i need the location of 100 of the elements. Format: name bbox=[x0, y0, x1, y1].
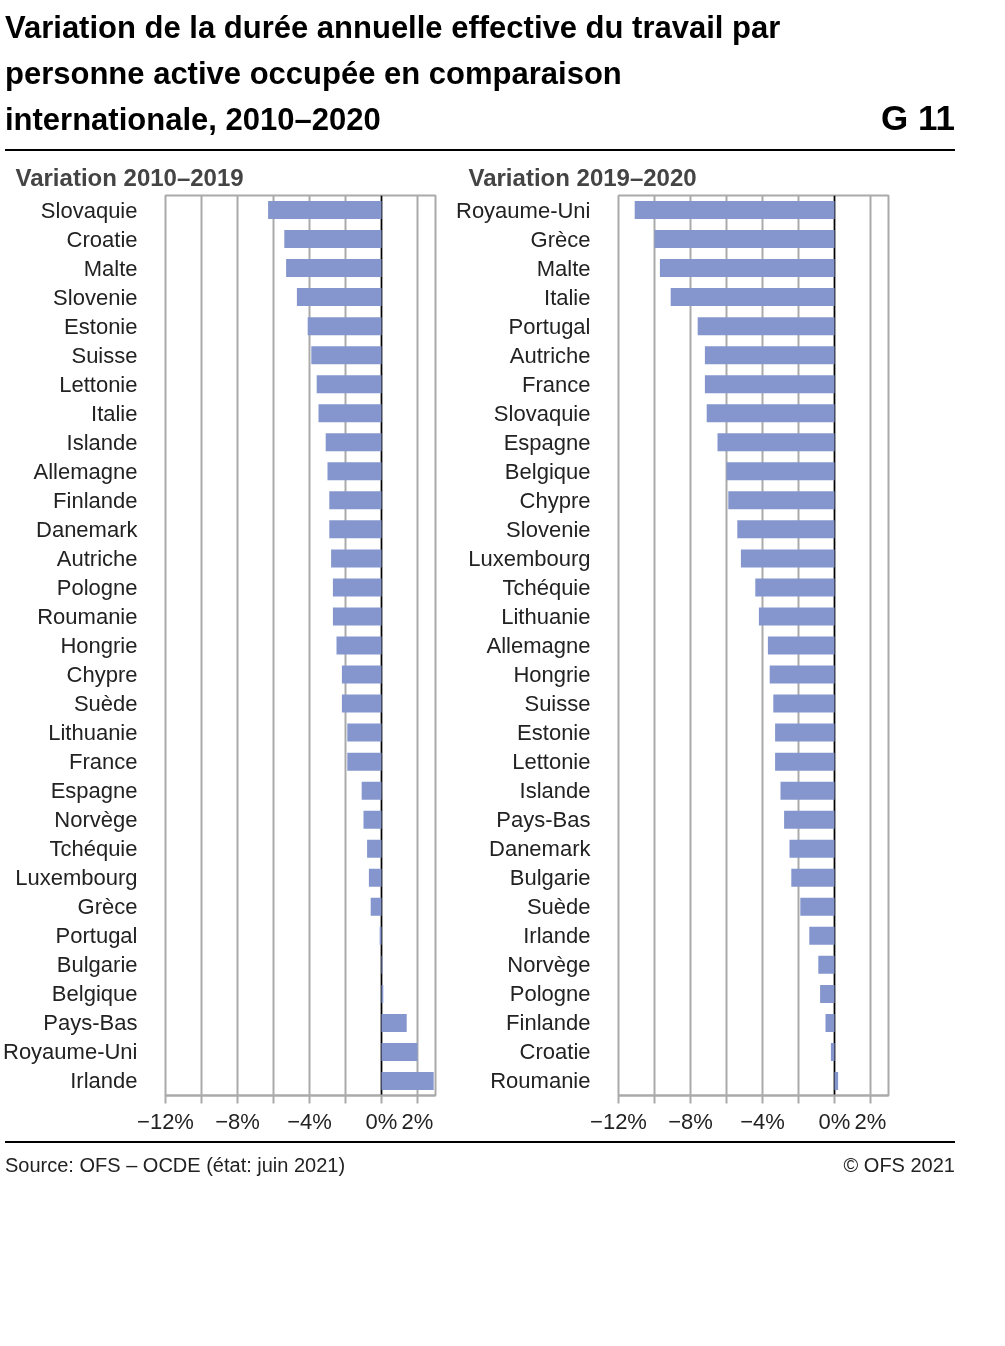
bar bbox=[329, 520, 382, 539]
y-tick-label: Luxembourg bbox=[15, 865, 138, 891]
y-tick-label: Royaume-Uni bbox=[3, 1039, 138, 1065]
bar bbox=[363, 810, 382, 829]
text: G 11 bbox=[881, 97, 955, 139]
chart-title: Variation de la durée annuelle effective du travail par personne active occupée en comparaison internationale, 2010–2020 bbox=[5, 9, 782, 139]
bar bbox=[286, 259, 382, 278]
y-tick-label: Estonie bbox=[517, 720, 591, 746]
y-tick-label: Belgique bbox=[504, 458, 591, 484]
y-tick-label: Autriche bbox=[509, 342, 591, 368]
bar bbox=[367, 839, 382, 858]
y-tick-label: France bbox=[69, 749, 138, 775]
y-tick-label: Suède bbox=[73, 691, 138, 717]
y-tick-label: Norvège bbox=[54, 807, 138, 833]
y-tick-label: Espagne bbox=[503, 429, 591, 455]
y-tick-label: Hongrie bbox=[60, 633, 138, 658]
chart-subtitle: Variation 2019–2020 bbox=[468, 163, 697, 191]
y-tick-label: Danemark bbox=[489, 836, 592, 862]
y-tick-label: Espagne bbox=[50, 778, 138, 804]
bar bbox=[332, 578, 382, 597]
y-tick-label: Pays-Bas bbox=[496, 807, 591, 833]
bar bbox=[307, 317, 382, 336]
y-tick-label: Croatie bbox=[66, 226, 138, 252]
y-tick-label: Malte bbox=[83, 255, 138, 281]
bar bbox=[329, 491, 382, 510]
bar bbox=[341, 694, 382, 713]
y-tick-label: Irlande bbox=[523, 923, 591, 949]
y-tick-label: Royaume-Uni bbox=[456, 197, 591, 223]
bar bbox=[347, 752, 382, 771]
bar bbox=[325, 433, 382, 452]
y-tick-label: Suisse bbox=[524, 691, 591, 717]
y-tick-label: Roumanie bbox=[490, 1068, 591, 1094]
y-tick-label: Grèce bbox=[530, 226, 591, 252]
y-tick-label: Belgique bbox=[51, 981, 138, 1007]
y-tick-label: Portugal bbox=[55, 923, 138, 949]
x-tick-label: −12% bbox=[137, 1108, 194, 1134]
y-tick-label: Italie bbox=[91, 400, 138, 426]
x-tick-label: 2% bbox=[854, 1108, 887, 1134]
chart-subtitle: Variation 2010–2019 bbox=[15, 163, 244, 191]
bar bbox=[332, 607, 382, 626]
bar bbox=[296, 288, 382, 307]
y-tick-label: Slovenie bbox=[53, 284, 138, 310]
x-tick-label: −4% bbox=[740, 1108, 785, 1134]
bar bbox=[284, 230, 382, 249]
x-tick-label: −4% bbox=[287, 1108, 332, 1134]
bar bbox=[381, 1013, 407, 1032]
y-tick-label: Estonie bbox=[64, 313, 138, 339]
x-tick-label: 0% bbox=[365, 1108, 398, 1134]
bar bbox=[381, 1071, 434, 1090]
y-tick-label: Irlande bbox=[70, 1068, 138, 1094]
y-tick-label: Islande bbox=[519, 778, 591, 804]
y-tick-label: Finlande bbox=[506, 1010, 591, 1036]
bar bbox=[370, 897, 382, 916]
y-tick-label: Lithuanie bbox=[501, 603, 591, 629]
bar bbox=[311, 346, 382, 365]
y-tick-label: Allemagne bbox=[33, 458, 138, 484]
y-tick-label: France bbox=[522, 371, 591, 397]
bar bbox=[331, 549, 382, 568]
bar bbox=[318, 404, 382, 423]
y-tick-label: Malte bbox=[536, 255, 591, 281]
x-tick-label: 0% bbox=[818, 1108, 851, 1134]
y-tick-label: Allemagne bbox=[486, 633, 591, 658]
y-tick-label: Lettonie bbox=[59, 371, 138, 397]
y-tick-label: Islande bbox=[66, 429, 138, 455]
x-tick-label: 2% bbox=[401, 1108, 434, 1134]
bar bbox=[368, 868, 382, 887]
bar bbox=[361, 781, 382, 800]
y-tick-label: Finlande bbox=[53, 487, 138, 513]
x-tick-label: −8% bbox=[215, 1108, 260, 1134]
y-tick-label: Pays-Bas bbox=[43, 1010, 138, 1036]
y-tick-label: Suède bbox=[526, 894, 591, 920]
y-tick-label: Grèce bbox=[77, 894, 138, 920]
y-tick-label: Chypre bbox=[519, 487, 591, 513]
bar bbox=[381, 1042, 418, 1061]
y-tick-label: Tchéquie bbox=[49, 836, 138, 862]
x-tick-label: −12% bbox=[590, 1108, 647, 1134]
bar bbox=[316, 375, 382, 394]
y-tick-label: Pologne bbox=[509, 981, 591, 1007]
y-tick-label: Norvège bbox=[507, 952, 591, 978]
y-tick-label: Hongrie bbox=[513, 662, 591, 688]
y-tick-label: Lettonie bbox=[512, 749, 591, 775]
y-tick-label: Slovenie bbox=[506, 516, 591, 542]
bar bbox=[347, 723, 382, 742]
x-tick-label: −8% bbox=[668, 1108, 713, 1134]
text: © OFS 2021 bbox=[843, 1153, 955, 1178]
y-tick-label: Italie bbox=[544, 284, 591, 310]
y-tick-label: Suisse bbox=[71, 342, 138, 368]
bar bbox=[327, 462, 382, 481]
y-tick-label: Chypre bbox=[66, 662, 138, 688]
y-tick-label: Autriche bbox=[56, 545, 138, 571]
y-tick-label: Croatie bbox=[519, 1039, 591, 1065]
y-tick-label: Slovaquie bbox=[40, 197, 138, 223]
y-tick-label: Slovaquie bbox=[493, 400, 591, 426]
y-tick-label: Luxembourg bbox=[468, 545, 591, 571]
bar bbox=[268, 201, 382, 220]
y-tick-label: Bulgarie bbox=[56, 952, 138, 978]
y-tick-label: Lithuanie bbox=[48, 720, 138, 746]
y-tick-label: Pologne bbox=[56, 574, 138, 600]
bar bbox=[336, 636, 382, 655]
y-tick-label: Bulgarie bbox=[509, 865, 591, 891]
